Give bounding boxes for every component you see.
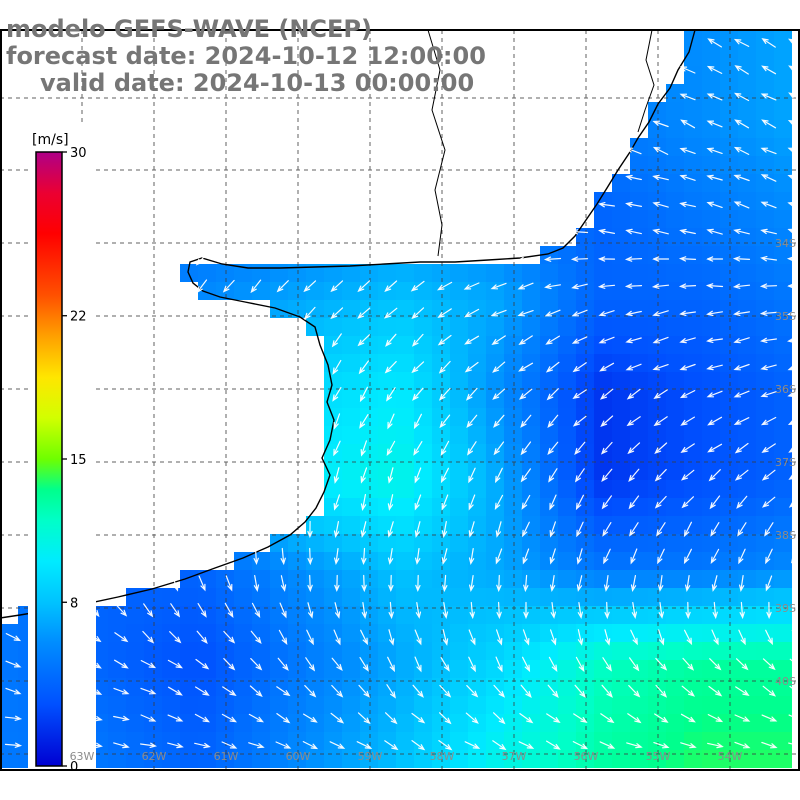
longitude-label: 62W xyxy=(142,750,167,763)
latitude-label: 37S xyxy=(775,456,796,469)
colorbar-tick-label: 8 xyxy=(70,596,78,611)
latitude-label: 35S xyxy=(775,310,796,323)
colorbar-unit-label: [m/s] xyxy=(32,132,69,148)
latitude-label: 36S xyxy=(775,383,796,396)
colorbar-tick-label: 15 xyxy=(70,453,87,468)
colorbar-tick-label: 0 xyxy=(70,760,78,775)
longitude-label: 54W xyxy=(718,750,743,763)
longitude-label: 61W xyxy=(214,750,239,763)
geo-labels: 34S 35S 36S 37S 38S 39S 40S 63W 62W 61W 60W 59W 58W 5… xyxy=(70,237,796,763)
coastline-layer xyxy=(0,29,696,619)
latitude-label: 34S xyxy=(775,237,796,250)
longitude-label: 60W xyxy=(286,750,311,763)
forecast-date: forecast date: 2024-10-12 12:00:00 xyxy=(6,42,486,70)
colorbar-gradient xyxy=(35,151,63,767)
coastline xyxy=(0,29,696,619)
longitude-label: 57W xyxy=(502,750,527,763)
latitude-label: 38S xyxy=(775,529,796,542)
longitude-label: 63W xyxy=(70,750,95,763)
colorbar: [m/s]30 22 15 8 0 xyxy=(28,124,96,776)
colorbar-tick-label: 22 xyxy=(70,310,87,325)
model-name: modelo GEFS-WAVE (NCEP) xyxy=(6,15,372,43)
longitude-label: 56W xyxy=(574,750,599,763)
latitude-label: 40S xyxy=(775,675,796,688)
title-block: modelo GEFS-WAVE (NCEP) forecast date: 2… xyxy=(6,16,486,97)
plot-frame xyxy=(0,29,800,771)
longitude-label: 58W xyxy=(430,750,455,763)
wind-speed-cells xyxy=(0,30,792,768)
valid-date: valid date: 2024-10-13 00:00:00 xyxy=(40,69,475,97)
latitude-label: 39S xyxy=(775,602,796,615)
river-border-line xyxy=(427,29,446,257)
longitude-label: 55W xyxy=(646,750,671,763)
colorbar-tick-label: 30 xyxy=(70,146,87,161)
longitude-label: 59W xyxy=(358,750,383,763)
river-border-line xyxy=(637,29,655,133)
